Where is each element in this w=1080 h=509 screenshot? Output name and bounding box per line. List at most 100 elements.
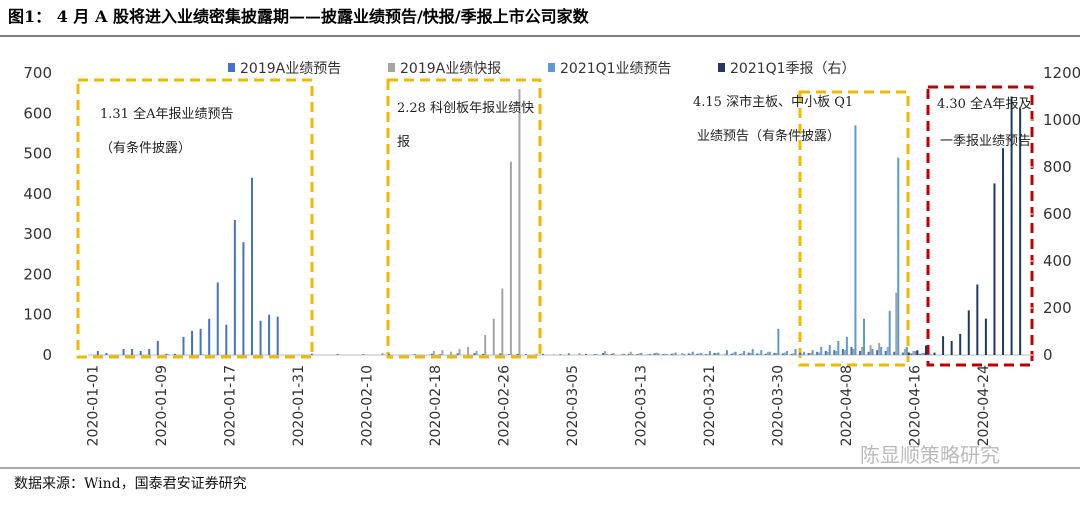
bar (640, 352, 643, 355)
bar (768, 351, 771, 355)
bar (381, 352, 384, 355)
annotation: 2.28 科创板年报业绩快 (397, 101, 534, 116)
bar (629, 351, 632, 355)
bar (432, 350, 435, 355)
y-tick-label: 600 (23, 104, 52, 122)
bar (623, 353, 626, 355)
x-tick-label: 2020-02-26 (496, 365, 512, 446)
x-tick-label: 2020-02-18 (428, 365, 444, 446)
bar (201, 354, 204, 355)
bar (912, 350, 915, 355)
annotation: （有条件披露） (100, 140, 191, 156)
x-tick-label: 2020-02-10 (359, 365, 375, 446)
bar (336, 354, 339, 355)
y-tick-label: 200 (23, 265, 52, 283)
bar (578, 352, 581, 355)
bar (950, 340, 953, 355)
bar (895, 292, 898, 355)
bar (655, 352, 658, 355)
source: 数据来源：Wind，国泰君安证券研究 (14, 476, 247, 492)
bar (922, 352, 925, 355)
bar (747, 352, 750, 355)
bar (867, 351, 870, 355)
bar (139, 350, 142, 355)
bar (670, 353, 673, 355)
bar (893, 351, 896, 355)
bar (518, 89, 521, 355)
legend-label: 2019A业绩快报 (400, 61, 501, 77)
bar (664, 353, 667, 355)
bar (884, 350, 887, 355)
bar (687, 353, 690, 355)
bar (967, 310, 970, 355)
bar (1002, 148, 1005, 355)
annotation: 一季报业绩预告 (940, 134, 1031, 149)
highlight-box (76, 78, 314, 359)
bar (715, 352, 718, 355)
bar (165, 353, 168, 355)
bar (850, 346, 853, 355)
bar (441, 350, 444, 355)
bar (704, 354, 707, 355)
bar (777, 328, 780, 355)
x-tick-label: 2020-01-17 (222, 365, 238, 446)
bar (811, 350, 814, 355)
legend-swatch (228, 63, 235, 72)
bar (559, 354, 562, 355)
bar (482, 353, 485, 355)
bar (638, 353, 641, 355)
bar (785, 350, 788, 355)
bar (96, 350, 99, 355)
bar (993, 183, 996, 355)
bar (843, 350, 846, 355)
bar (636, 354, 639, 355)
bar (758, 353, 761, 355)
bar (467, 346, 470, 355)
y-tick-label: 500 (23, 145, 52, 163)
bar (756, 353, 759, 355)
bar (595, 353, 598, 355)
bar (743, 350, 746, 355)
bar (182, 336, 185, 355)
x-tick-label: 2020-04-08 (839, 365, 855, 446)
y2-tick-label: 800 (1043, 158, 1072, 176)
legend-swatch (388, 63, 395, 72)
bar (907, 352, 910, 355)
bar (905, 346, 908, 355)
bar (657, 353, 660, 355)
bar (764, 353, 767, 355)
bar (610, 353, 613, 355)
bar (732, 352, 735, 355)
y2-tick-label: 200 (1043, 299, 1072, 317)
bar (730, 353, 733, 355)
bar (1019, 108, 1022, 355)
bar (854, 125, 857, 355)
bar (826, 351, 829, 355)
bar (691, 351, 694, 355)
bar (662, 354, 665, 355)
bar (233, 220, 236, 355)
bar (542, 353, 545, 355)
bar (859, 350, 862, 355)
bar (242, 242, 245, 355)
bar (775, 352, 778, 355)
annotation: 1.31 全A年报业绩预告 (100, 106, 233, 122)
bar (897, 157, 900, 355)
bar (191, 330, 194, 355)
bar (916, 350, 919, 355)
bar (824, 350, 827, 355)
bar (696, 353, 699, 355)
bar (606, 354, 609, 355)
y-tick-label: 300 (23, 225, 52, 243)
bar (880, 346, 883, 355)
bar (976, 284, 979, 355)
bar (602, 352, 605, 355)
bar (876, 350, 879, 355)
x-tick-label: 2020-01-01 (85, 365, 101, 446)
bar (888, 310, 891, 355)
bar (723, 353, 726, 355)
bar (760, 350, 763, 355)
bar (552, 354, 555, 355)
bar (751, 348, 754, 355)
bar (122, 348, 125, 355)
